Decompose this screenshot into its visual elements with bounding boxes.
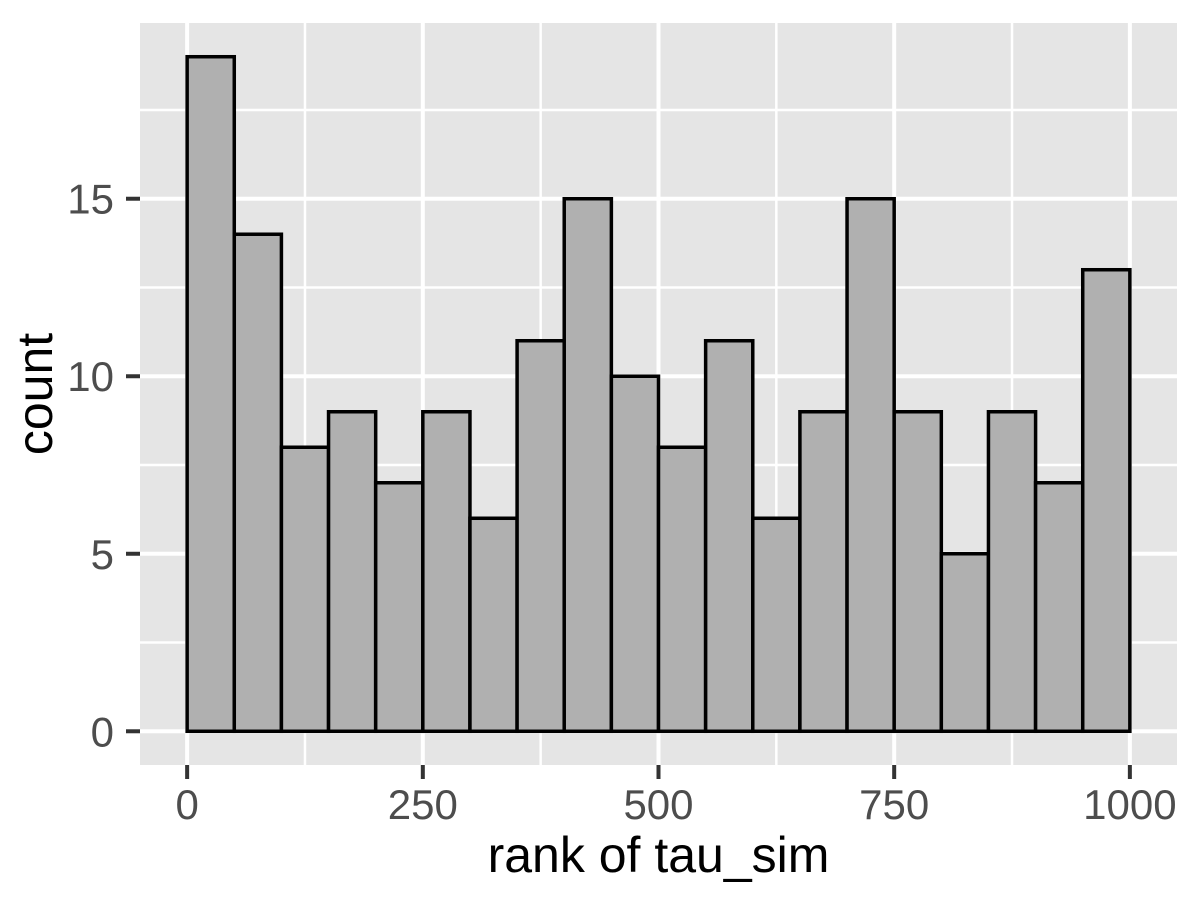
histogram-bar bbox=[515, 338, 566, 734]
histogram-bar bbox=[986, 410, 1038, 734]
histogram-bar bbox=[656, 445, 708, 734]
x-tick-label: 250 bbox=[388, 781, 458, 828]
histogram-bar bbox=[609, 374, 661, 734]
histogram-bar bbox=[373, 481, 425, 734]
histogram-bar bbox=[703, 338, 755, 734]
x-tick-label: 500 bbox=[623, 781, 693, 828]
histogram-bar bbox=[232, 232, 284, 734]
y-axis-title: count bbox=[7, 333, 63, 455]
histogram-bar bbox=[421, 410, 472, 734]
histogram-bar bbox=[468, 516, 519, 734]
histogram-bar bbox=[562, 196, 614, 734]
axis-tick-labels: 0 250 500 750 1000 0 5 10 15 bbox=[67, 176, 1176, 828]
y-tick-label: 15 bbox=[67, 176, 114, 223]
x-tick-label: 0 bbox=[175, 781, 198, 828]
histogram-bar bbox=[892, 410, 944, 734]
histogram-bar bbox=[939, 552, 991, 734]
x-tick-label: 750 bbox=[859, 781, 929, 828]
y-tick-label: 5 bbox=[91, 531, 114, 578]
x-tick-label: 1000 bbox=[1083, 781, 1176, 828]
histogram-bars bbox=[185, 54, 1132, 734]
histogram-bar bbox=[751, 516, 802, 734]
histogram-bar bbox=[798, 410, 849, 734]
y-tick-label: 0 bbox=[91, 708, 114, 755]
histogram-bar bbox=[1033, 481, 1085, 734]
histogram-bar bbox=[845, 196, 896, 734]
histogram-bar bbox=[1080, 267, 1132, 734]
y-tick-label: 10 bbox=[67, 353, 114, 400]
histogram-bar bbox=[185, 54, 237, 734]
histogram-bar bbox=[326, 410, 378, 734]
axis-tick-marks bbox=[126, 196, 1132, 779]
histogram-bar bbox=[279, 445, 331, 734]
x-axis-title: rank of tau_sim bbox=[488, 827, 830, 883]
